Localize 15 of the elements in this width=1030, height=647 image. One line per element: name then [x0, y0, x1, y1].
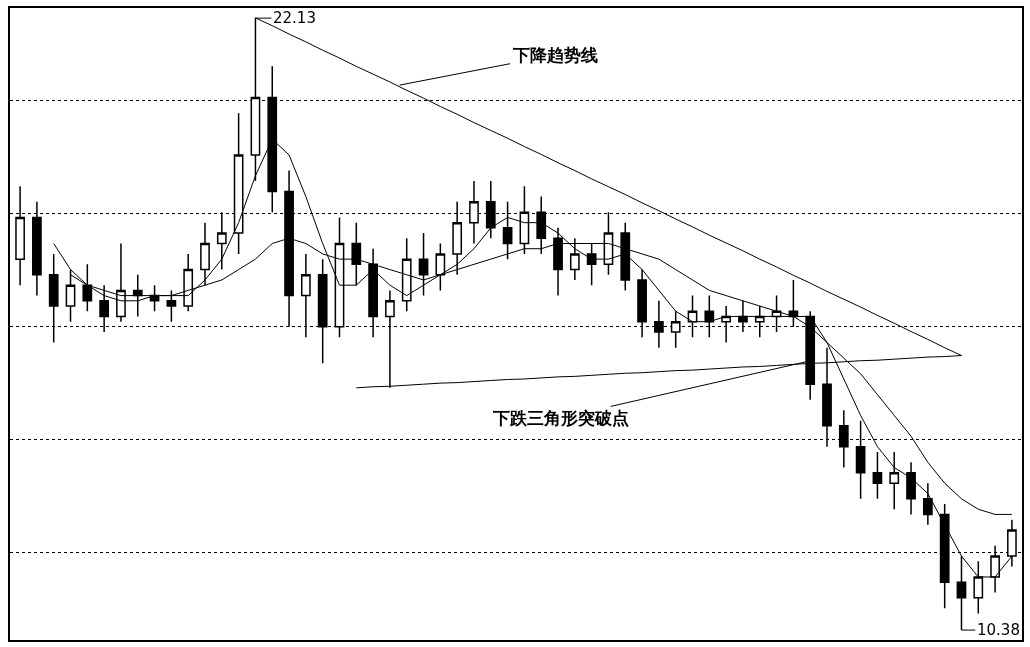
annotation: 22.13 — [273, 9, 316, 27]
candlestick — [435, 242, 446, 292]
candlestick — [183, 253, 194, 312]
candlestick — [82, 263, 93, 312]
candlestick — [132, 274, 143, 318]
candlestick — [872, 451, 883, 500]
candlestick — [889, 451, 900, 510]
candlestick — [922, 482, 933, 526]
annotation: 10.38 — [977, 621, 1020, 639]
candlestick — [906, 461, 916, 516]
annotation: 下降趋势线 — [512, 45, 598, 65]
candlestick — [586, 242, 597, 286]
candlestick — [166, 289, 177, 323]
candlestick — [116, 242, 126, 323]
annotation: 下跌三角形突破点 — [492, 408, 629, 428]
